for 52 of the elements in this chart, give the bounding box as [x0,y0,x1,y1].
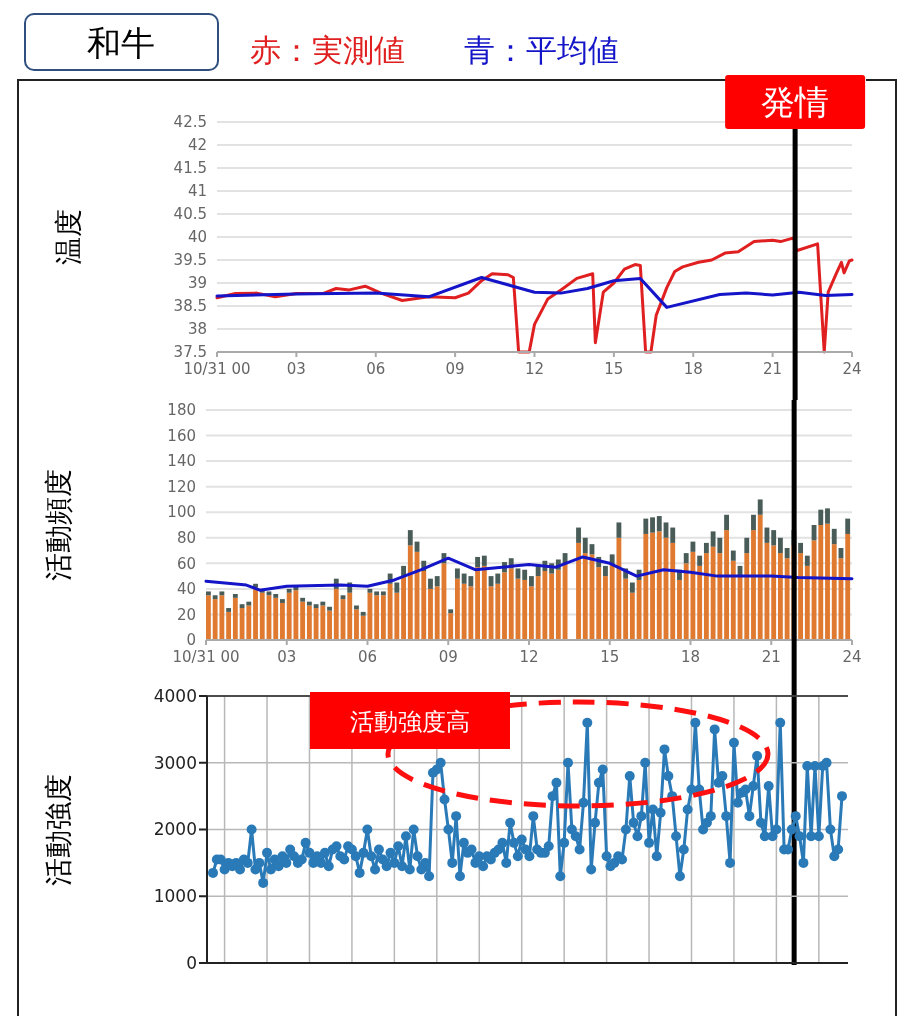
y-tick-label: 41.5 [173,159,207,178]
y-tick-label: 38 [187,320,207,339]
x-tick-label: 03 [277,648,297,666]
x-tick-label: 21 [761,648,781,666]
y-tick-label: 40.5 [173,205,207,224]
x-tick-label: 09 [438,648,458,666]
y-axis-title: 活動強度 [41,774,75,886]
y-tick-label: 3000 [153,752,197,773]
x-tick-label: 06 [357,648,378,666]
y-tick-label: 0 [186,952,197,973]
y-tick-label: 100 [167,503,196,522]
x-tick-label: 10/31 00 [172,648,240,666]
x-tick-label: 15 [600,648,620,666]
y-tick-label: 42 [187,136,207,155]
y-tick-label: 38.5 [173,297,207,316]
y-tick-label: 140 [167,452,196,471]
annotation: 活動強度高 [350,707,470,736]
y-tick-label: 4000 [153,685,197,706]
text: 赤：実測値 [250,32,405,69]
y-tick-label: 40 [176,580,196,599]
x-tick-label: 21 [763,360,783,378]
y-tick-label: 120 [167,477,196,496]
y-tick-label: 1000 [153,886,197,907]
y-tick-label: 41 [187,182,207,201]
ref-line-label: 発情 [761,82,830,123]
y-tick-label: 0 [186,631,196,650]
x-tick-label: 03 [286,360,306,378]
y-tick-label: 20 [176,605,196,624]
y-tick-label: 180 [167,401,196,420]
text: 青：平均値 [464,32,619,69]
y-tick-label: 2000 [153,819,197,840]
x-tick-label: 24 [842,648,862,666]
chart-title: 和牛 [87,23,155,64]
y-tick-label: 37.5 [173,343,207,362]
x-tick-label: 10/31 00 [183,360,251,378]
y-tick-label: 80 [176,529,196,548]
y-axis-title: 温度 [51,209,85,265]
x-tick-label: 09 [445,360,465,378]
y-tick-label: 60 [176,554,196,573]
x-tick-label: 12 [519,648,539,666]
y-tick-label: 39 [187,274,207,293]
y-tick-label: 40 [187,228,207,247]
x-tick-label: 18 [683,360,703,378]
y-tick-label: 42.5 [173,113,207,132]
y-axis-title: 活動頻度 [41,469,75,581]
x-tick-label: 15 [604,360,624,378]
x-tick-label: 12 [524,360,545,378]
y-tick-label: 39.5 [173,251,207,270]
x-tick-label: 24 [842,360,862,378]
y-tick-label: 160 [167,426,196,445]
x-tick-label: 18 [680,648,701,666]
x-tick-label: 06 [366,360,386,378]
